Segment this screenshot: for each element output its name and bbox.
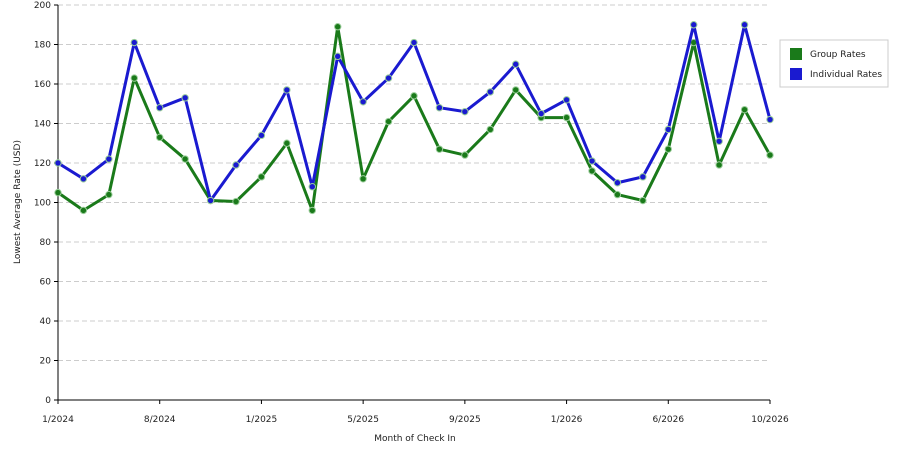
legend-swatch <box>790 48 802 60</box>
data-point <box>740 21 749 29</box>
data-point <box>79 175 88 183</box>
data-point <box>359 175 367 183</box>
y-tick-label: 100 <box>34 199 51 209</box>
data-point <box>435 145 444 153</box>
data-point <box>156 133 164 142</box>
data-point <box>562 96 571 104</box>
data-point <box>461 151 469 159</box>
data-point <box>359 98 367 106</box>
y-axis-title: Lowest Average Rate (USD) <box>13 140 23 264</box>
data-point <box>740 105 749 114</box>
data-point <box>639 173 647 181</box>
data-point <box>613 190 622 199</box>
data-point <box>461 107 469 116</box>
x-tick-label: 1/2026 <box>551 415 583 425</box>
data-point <box>715 137 723 145</box>
y-tick-label: 40 <box>40 317 52 327</box>
x-tick-label: 8/2024 <box>144 415 176 425</box>
data-point <box>232 161 240 169</box>
y-tick-label: 160 <box>34 80 51 90</box>
data-point <box>537 109 545 118</box>
y-tick-label: 60 <box>40 278 52 288</box>
data-point <box>283 139 291 147</box>
x-tick-label: 6/2026 <box>652 415 684 425</box>
data-point <box>181 94 189 102</box>
data-point <box>79 206 88 215</box>
y-tick-label: 80 <box>40 238 52 248</box>
data-point <box>105 190 113 199</box>
data-point <box>512 60 520 68</box>
y-tick-label: 140 <box>34 120 51 130</box>
data-point <box>512 86 520 94</box>
data-point <box>410 92 418 100</box>
x-tick-label: 9/2025 <box>449 415 481 425</box>
data-point <box>308 206 316 215</box>
x-axis-title: Month of Check In <box>374 434 456 444</box>
legend-label: Group Rates <box>810 50 866 60</box>
data-point <box>588 167 596 175</box>
data-point <box>588 157 596 165</box>
data-point <box>54 159 62 167</box>
data-point <box>715 161 723 169</box>
data-point <box>308 183 316 191</box>
legend-label: Individual Rates <box>810 70 882 80</box>
data-point <box>232 197 240 206</box>
series-line <box>57 25 772 212</box>
data-point <box>283 86 291 94</box>
data-point <box>613 179 622 187</box>
data-point <box>54 188 62 197</box>
x-tick-label: 5/2025 <box>347 415 379 425</box>
x-tick-label: 1/2025 <box>246 415 278 425</box>
data-point <box>130 74 138 82</box>
x-tick-label: 10/2026 <box>751 415 789 425</box>
legend-swatch <box>790 68 802 80</box>
data-point <box>334 23 342 31</box>
data-point <box>334 52 342 61</box>
series-line <box>57 23 772 203</box>
y-tick-label: 0 <box>45 396 51 406</box>
data-point <box>156 104 164 112</box>
data-point <box>486 125 494 134</box>
x-tick-label: 1/2024 <box>42 415 74 425</box>
data-point <box>664 145 672 153</box>
y-tick-label: 120 <box>34 159 51 169</box>
data-point <box>130 38 138 47</box>
data-point <box>766 151 774 159</box>
data-point <box>384 74 393 82</box>
y-tick-label: 20 <box>40 357 52 367</box>
data-point <box>639 196 647 205</box>
data-point <box>690 21 698 29</box>
data-point <box>664 125 672 134</box>
data-point <box>384 117 393 126</box>
data-point <box>766 115 774 124</box>
data-point <box>410 38 418 47</box>
y-tick-label: 180 <box>34 41 51 51</box>
data-point <box>206 196 215 205</box>
data-point <box>181 155 189 163</box>
data-point <box>257 131 266 140</box>
data-point <box>435 104 444 112</box>
data-point <box>486 88 494 96</box>
data-point <box>257 173 266 181</box>
data-point <box>562 113 571 122</box>
y-tick-label: 200 <box>34 1 51 11</box>
data-point <box>105 155 113 163</box>
